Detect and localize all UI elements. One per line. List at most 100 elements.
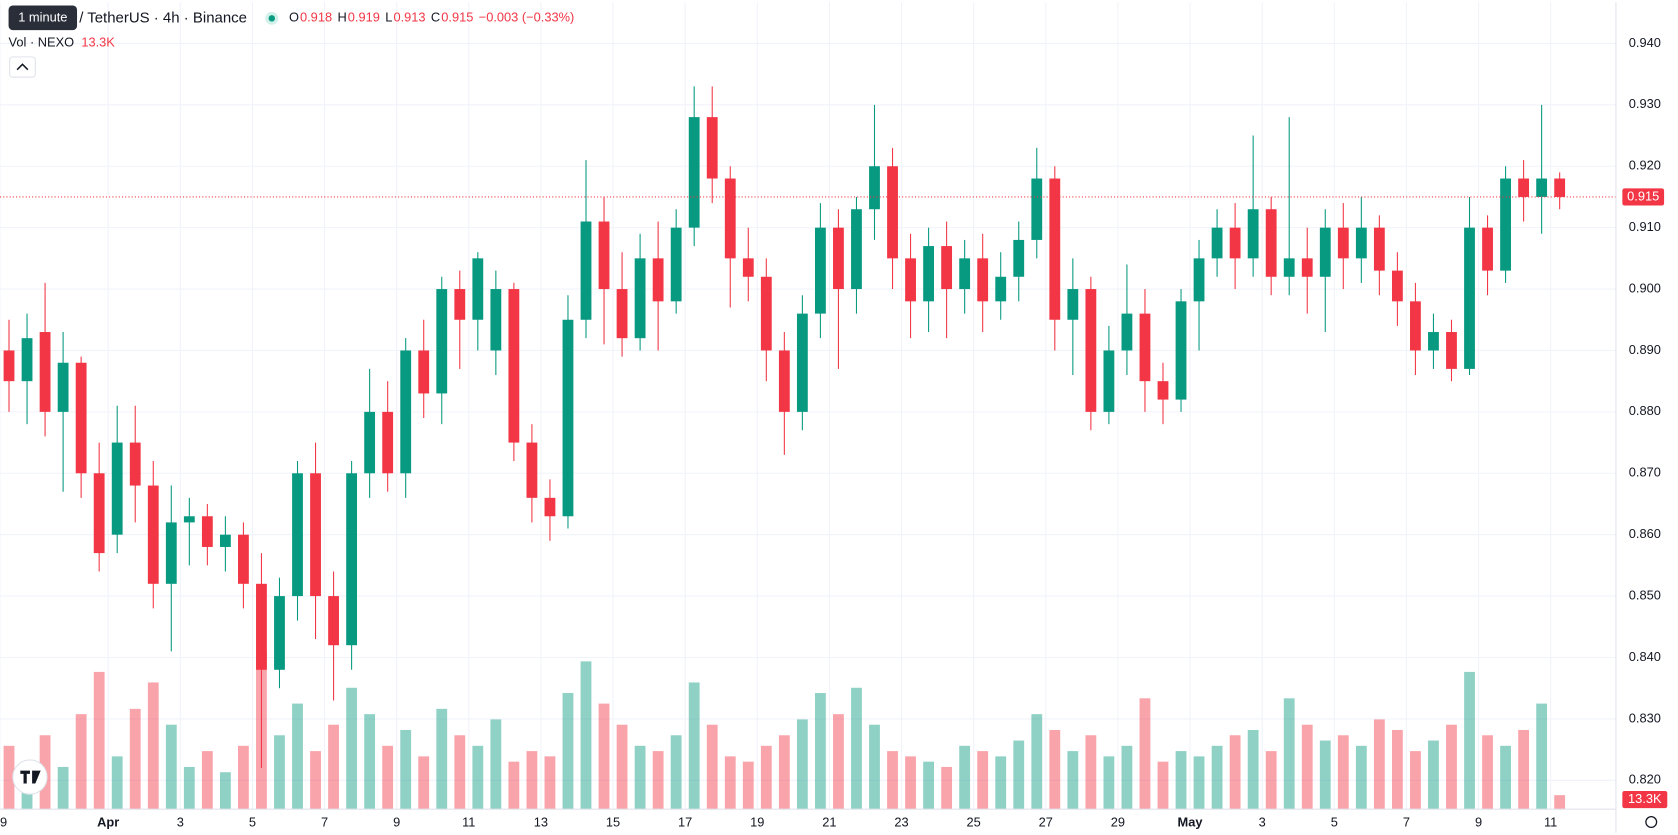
candle-body: [346, 473, 358, 646]
volume-bar: [57, 766, 69, 810]
x-tick-label: 11: [1544, 814, 1557, 829]
volume-bar: [1446, 724, 1457, 810]
logo: [20, 770, 41, 784]
last-volume-label: 13.3K: [1628, 791, 1662, 806]
ohlc-legend: O 0.918 H 0.919 L 0.913 C 0.915 −0.003 (−0.33%): [289, 10, 574, 25]
volume-bar: [1049, 729, 1061, 810]
volume-bar: [652, 751, 664, 810]
candle-body: [724, 178, 736, 259]
volume-bar: [634, 745, 646, 810]
volume-bar: [1373, 719, 1385, 810]
volume-bar: [959, 745, 971, 810]
volume-layer: [3, 650, 1566, 810]
y-tick-label: 0.850: [1629, 587, 1661, 602]
volume-bar: [1410, 751, 1421, 810]
candle-body: [436, 289, 448, 394]
volume-bar: [165, 724, 177, 810]
volume-bar: [778, 735, 790, 810]
volume-title[interactable]: Vol · NEXO: [9, 34, 75, 49]
x-tick-label: 21: [822, 814, 836, 829]
y-tick-label: 0.930: [1629, 96, 1661, 111]
candle-body: [1247, 209, 1259, 259]
candle-body: [1301, 258, 1313, 277]
volume-bar: [760, 745, 772, 810]
candle-body: [634, 258, 646, 339]
y-tick-label: 0.860: [1629, 526, 1661, 541]
volume-bar: [1464, 671, 1475, 810]
volume-bar: [201, 751, 213, 810]
candle-body: [1157, 381, 1169, 400]
volume-bar: [382, 745, 394, 810]
volume-bar: [688, 682, 700, 810]
candle-body: [1049, 178, 1061, 320]
collapse-button[interactable]: [9, 56, 36, 78]
candle-body: [959, 258, 971, 290]
candle-body: [580, 221, 592, 320]
volume-bar: [292, 703, 303, 810]
candle-body: [869, 166, 880, 210]
volume-bar: [544, 756, 556, 810]
volume-bar: [814, 693, 826, 810]
candle-body: [544, 497, 556, 517]
volume-bar: [400, 729, 412, 810]
volume-bar: [1139, 698, 1151, 810]
settings-icon[interactable]: [1645, 816, 1658, 829]
candle-body: [310, 473, 321, 597]
candle-body: [1554, 178, 1566, 197]
candle-body: [1373, 227, 1385, 271]
candle-body: [183, 516, 195, 523]
candle-body: [364, 411, 376, 474]
volume-bar: [1319, 740, 1331, 810]
logo-badge[interactable]: [12, 759, 48, 795]
candle-body: [1428, 332, 1439, 351]
candle-body: [1085, 289, 1097, 412]
x-tick-label: 17: [678, 814, 692, 829]
y-tick-label: 0.880: [1629, 403, 1661, 418]
volume-bar: [1013, 740, 1025, 810]
candle-body: [1464, 227, 1475, 369]
x-tick-label: 9: [1475, 814, 1482, 829]
volume-bar: [941, 766, 953, 810]
volume-bar: [869, 724, 880, 810]
y-tick-label: 0.910: [1629, 219, 1661, 234]
volume-bar: [833, 714, 844, 810]
x-tick-label: 13: [534, 814, 548, 829]
candle-body: [129, 442, 141, 486]
candle-body: [1031, 178, 1043, 240]
volume-bar: [1229, 735, 1241, 810]
x-tick-label: 15: [606, 814, 620, 829]
x-tick-label: 11: [462, 814, 475, 829]
candle-body: [219, 534, 231, 547]
y-tick-label: 0.840: [1629, 649, 1661, 664]
volume-bar: [1265, 751, 1277, 810]
candle-body: [833, 227, 844, 290]
symbol-title[interactable]: / TetherUS · 4h · Binance: [79, 9, 247, 26]
volume-bar: [706, 724, 718, 810]
ohlc-value: 0.915: [441, 10, 473, 25]
volume-bar: [346, 687, 358, 810]
candle-body: [562, 319, 574, 517]
volume-bar: [977, 751, 989, 810]
volume-bar: [1067, 751, 1079, 810]
volume-bar: [1283, 698, 1295, 810]
x-tick-label: Apr: [97, 814, 119, 829]
y-tick-label: 0.920: [1629, 158, 1661, 173]
volume-bar: [1175, 751, 1187, 810]
candle-body: [670, 227, 682, 302]
candle-body: [201, 516, 213, 547]
volume-bar: [1391, 729, 1403, 810]
tooltip-box: [8, 5, 78, 31]
candle-body: [1536, 178, 1548, 197]
volume-bar: [219, 772, 231, 810]
volume-bar: [1085, 735, 1097, 810]
volume-bar: [562, 693, 574, 810]
ohlc-value: 0.913: [393, 10, 425, 25]
volume-bar: [670, 735, 682, 810]
volume-bar: [796, 719, 808, 810]
x-tick-label: 5: [1331, 814, 1338, 829]
volume-bar: [328, 724, 339, 810]
tooltip: 1 minute: [18, 10, 67, 25]
x-tick-label: 29: [1111, 814, 1125, 829]
candle-body: [616, 289, 628, 339]
candle-body: [1482, 227, 1493, 271]
